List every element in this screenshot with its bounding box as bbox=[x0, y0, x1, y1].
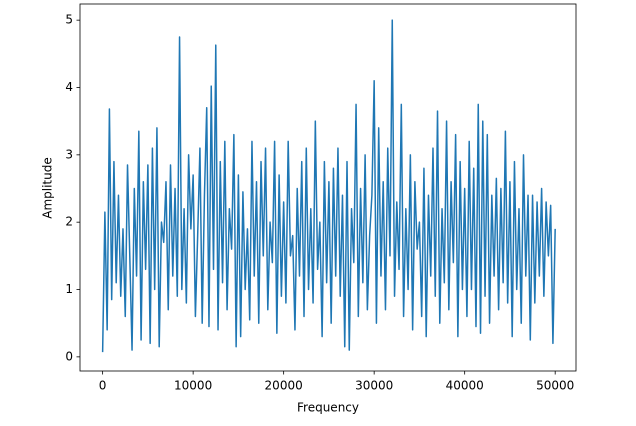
x-tick-label: 50000 bbox=[536, 379, 574, 393]
y-tick-label: 2 bbox=[65, 215, 73, 229]
line-series bbox=[101, 19, 556, 353]
plot-frame bbox=[79, 3, 577, 372]
y-tick-label: 5 bbox=[65, 13, 73, 27]
y-tick-label: 3 bbox=[65, 147, 73, 161]
x-axis-label: Frequency bbox=[297, 401, 359, 415]
y-tick-label: 1 bbox=[65, 282, 73, 296]
x-tick-label: 0 bbox=[99, 379, 107, 393]
y-tick-label: 4 bbox=[65, 80, 73, 94]
y-tick-label: 0 bbox=[65, 349, 73, 363]
x-tick-label: 40000 bbox=[446, 379, 484, 393]
x-tick-label: 30000 bbox=[355, 379, 393, 393]
x-tick-label: 20000 bbox=[265, 379, 303, 393]
y-axis-label: Amplitude bbox=[41, 157, 55, 219]
x-tick-label: 10000 bbox=[174, 379, 212, 393]
